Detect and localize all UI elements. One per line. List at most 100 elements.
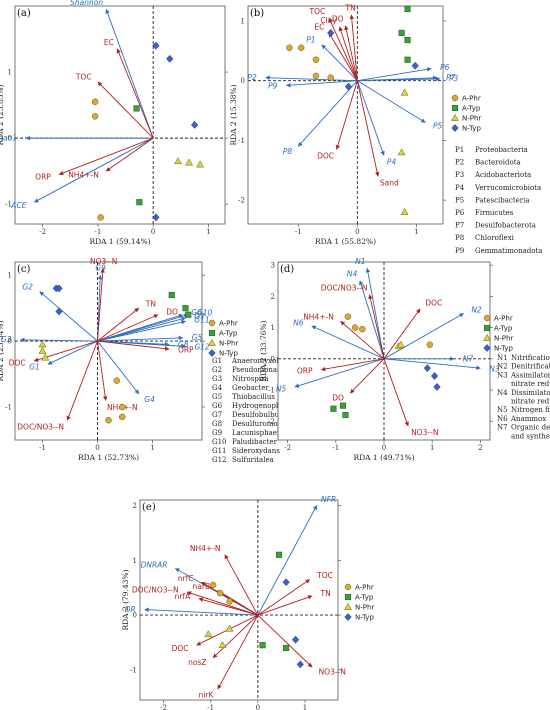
- sample-point-a-phr: [226, 598, 233, 605]
- sample-point-a-phr: [359, 325, 366, 333]
- sample-point-n-typ: [152, 213, 160, 222]
- legend-label: A-Typ: [462, 105, 481, 113]
- blue-vector-label: N2: [471, 306, 482, 315]
- red-vector: [212, 614, 259, 659]
- sample-point-n-typ: [344, 82, 353, 91]
- key-code: P7: [455, 222, 464, 230]
- legend-label: A-Phr: [494, 315, 513, 323]
- sample-point-n-typ: [190, 120, 199, 129]
- key-code: G1: [212, 357, 222, 365]
- sample-point-n-phr: [185, 158, 194, 166]
- key-name: Acidobacteriota: [474, 171, 531, 179]
- x-tick-label: 1: [150, 444, 154, 452]
- red-vector-label: DOC/NO3--N: [132, 585, 179, 594]
- key-code: N6: [497, 415, 508, 423]
- blue-vector-label: G3: [1, 335, 12, 344]
- y-tick-label: 1: [133, 557, 137, 565]
- legend-marker-a-typ: [451, 104, 459, 112]
- sample-point-n-phr: [196, 160, 205, 168]
- red-vector: [97, 268, 105, 342]
- red-vector: [344, 25, 358, 81]
- red-vector: [116, 48, 154, 139]
- key-code: N5: [497, 406, 508, 414]
- sample-point-a-typ: [404, 5, 411, 13]
- blue-vector: [383, 358, 481, 371]
- key-code: G10: [212, 438, 227, 446]
- legend-label: N-Typ: [219, 350, 238, 358]
- blue-vector-label: P2: [247, 73, 257, 82]
- key-name: Paludibacter: [232, 438, 278, 446]
- blue-vector: [265, 75, 358, 82]
- key-code: N1: [497, 354, 508, 362]
- blue-vector: [285, 80, 358, 88]
- key-code: G12: [212, 456, 227, 464]
- red-vector-label: ORP: [178, 345, 194, 354]
- red-vector-label: TOC: [75, 72, 92, 81]
- legend-label: N-Phr: [219, 340, 238, 348]
- x-axis-label: RDA 1 (59.14%): [89, 237, 150, 246]
- key-name: Bacteroidota: [475, 159, 521, 167]
- y-tick-label: 1: [8, 69, 12, 77]
- red-vector-label: NO3--N: [411, 428, 438, 437]
- blue-vector-label: NFR: [321, 495, 336, 504]
- sample-point-a-typ: [185, 311, 192, 318]
- sample-point-n-typ: [423, 364, 432, 373]
- y-tick-label: 2: [271, 293, 275, 301]
- y-tick-label: -2: [268, 418, 275, 426]
- red-vector-label: TN: [320, 589, 331, 598]
- red-vector-label: NH4+-N: [190, 544, 221, 553]
- red-vector-label: EC: [314, 22, 324, 31]
- blue-vector-label: N3: [489, 364, 500, 373]
- blue-vector-label: N7: [463, 354, 474, 363]
- red-vector-label: NO3--N: [90, 257, 117, 266]
- key-name: Nitrospira: [232, 375, 269, 383]
- sample-point-a-phr: [105, 416, 112, 424]
- legend-marker-a-phr: [344, 583, 352, 591]
- red-vector: [97, 81, 154, 139]
- legend-label: A-Typ: [494, 325, 513, 333]
- sample-point-n-phr: [204, 630, 213, 638]
- blue-vector: [297, 80, 358, 147]
- x-tick-label: 0: [95, 444, 99, 452]
- y-axis-label: RDA 2 (23.85%): [0, 84, 5, 145]
- legend-label: N-Phr: [355, 604, 374, 612]
- sample-point-a-phr: [312, 72, 320, 80]
- y-axis-label: RDA 2 (15.38%): [229, 84, 238, 145]
- red-vector: [257, 579, 311, 616]
- sample-point-a-phr: [426, 341, 434, 349]
- x-axis-label: RDA 1 (55.82%): [315, 237, 376, 246]
- red-vector-label: TN: [345, 3, 356, 12]
- red-vector: [97, 340, 170, 351]
- blue-vector-label: N1: [355, 257, 365, 266]
- red-vector: [198, 597, 258, 616]
- red-vector-label: Sand: [380, 179, 399, 188]
- red-vector: [97, 307, 140, 342]
- red-vector-label: NO3--N: [319, 667, 346, 676]
- key-code: G8: [212, 420, 222, 428]
- red-vector-label: TOC: [309, 7, 326, 16]
- x-tick-label: 2: [478, 444, 482, 452]
- y-tick-label: 2: [133, 502, 137, 510]
- red-vector-label: TN: [145, 299, 156, 308]
- legend-marker-n-phr: [344, 602, 352, 610]
- blue-vector: [39, 291, 98, 342]
- key-name: Desulfuromonas: [232, 420, 290, 428]
- blue-vector: [144, 607, 258, 616]
- y-tick-label: 1: [241, 17, 245, 25]
- red-vector: [328, 17, 358, 81]
- key-name: Anaeromyxobacter: [231, 357, 300, 365]
- red-vector: [97, 314, 159, 342]
- blue-vector: [257, 505, 318, 616]
- blue-vector-label: DNRAR: [141, 561, 168, 570]
- blue-vector: [357, 67, 432, 82]
- key-name: Geobacter: [232, 384, 269, 392]
- sample-point-n-typ: [55, 284, 63, 293]
- blue-vector: [356, 80, 385, 156]
- blue-vector: [321, 44, 358, 81]
- sample-point-n-phr: [225, 624, 234, 632]
- legend-label: A-Phr: [355, 584, 374, 592]
- blue-vector-label: P6: [440, 63, 450, 72]
- blue-vector-label: P7: [446, 73, 456, 82]
- key-name: Sideroxydans: [232, 447, 280, 455]
